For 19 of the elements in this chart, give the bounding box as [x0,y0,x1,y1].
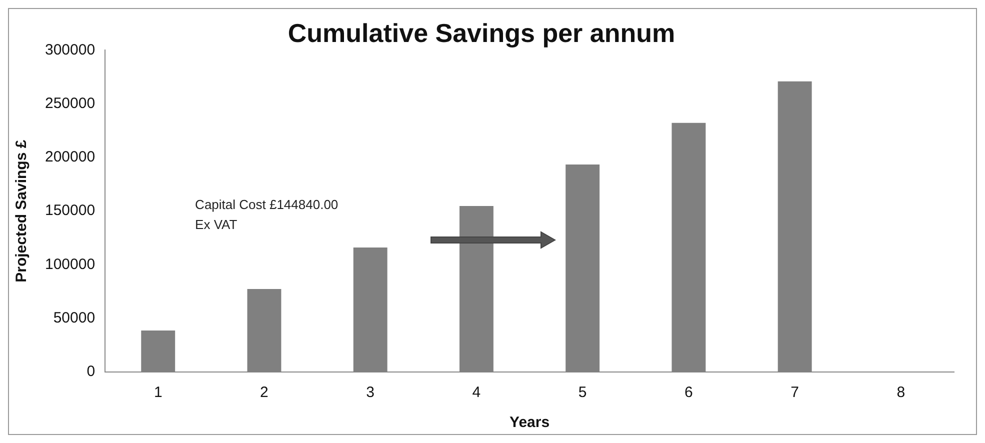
x-tick-label: 3 [366,384,375,402]
y-tick-label: 250000 [44,94,96,112]
y-tick-label: 150000 [44,202,96,220]
x-tick-label: 6 [684,384,693,402]
x-tick-label: 4 [472,384,481,402]
y-axis-title: Projected Savings £ [13,139,30,282]
chart-title: Cumulative Savings per annum [288,18,676,48]
x-tick-label: 8 [896,384,906,402]
x-axis-title: Years [510,414,550,432]
x-tick-label: 7 [790,384,799,402]
y-tick-label: 100000 [44,256,96,273]
y-tick-label: 200000 [44,148,96,166]
x-tick-label: 5 [578,384,587,402]
x-tick-label: 1 [154,384,162,402]
x-tick-label: 2 [260,384,268,402]
y-tick-label: 50000 [53,310,96,327]
y-tick-label: 300000 [44,41,96,58]
annotation: Capital Cost £144840.00 Ex VAT [195,196,338,232]
y-tick-label: 0 [86,363,96,380]
